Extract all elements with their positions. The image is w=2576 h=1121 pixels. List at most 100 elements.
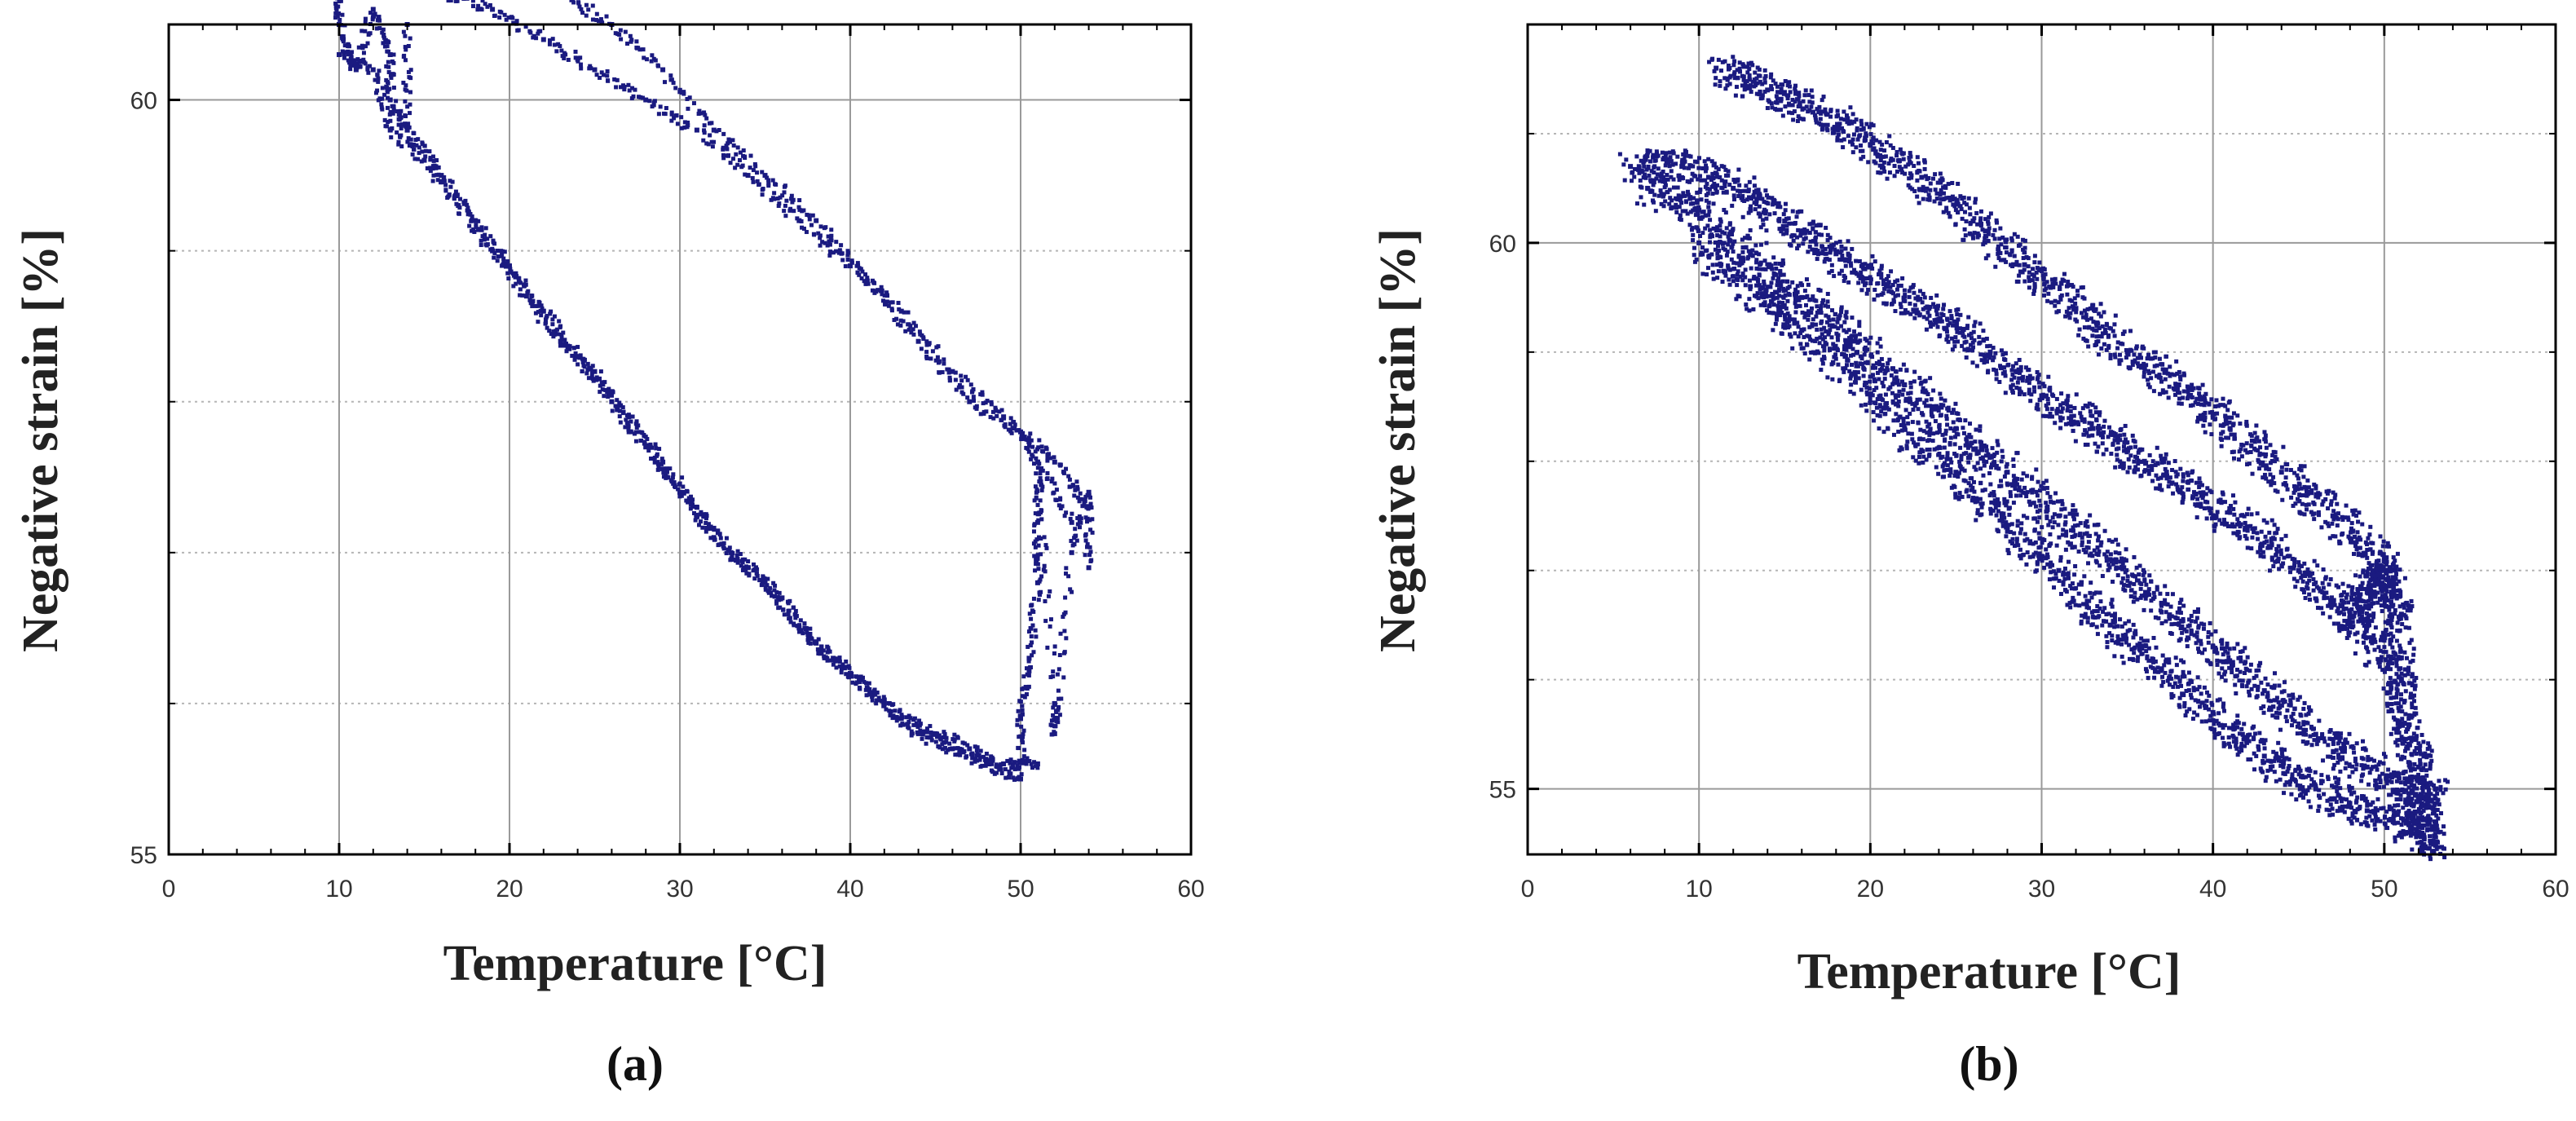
data-point [2336, 606, 2340, 611]
data-point [1800, 107, 1805, 112]
data-point [2009, 238, 2014, 243]
data-point [1663, 183, 1668, 188]
data-point [1758, 214, 1762, 219]
data-point [724, 551, 729, 556]
data-point [2051, 285, 2056, 289]
data-point [2026, 375, 2031, 380]
data-point [1912, 302, 1917, 307]
data-point [1722, 165, 1727, 170]
data-point [529, 294, 534, 299]
data-point [2203, 492, 2208, 497]
data-point [1680, 174, 1685, 179]
data-point [761, 574, 765, 579]
data-point [968, 382, 973, 387]
data-point [755, 567, 760, 572]
data-point [2155, 476, 2160, 481]
data-point [1957, 326, 1962, 331]
data-point [937, 359, 942, 364]
data-point [2384, 555, 2389, 560]
data-point [2316, 510, 2321, 514]
data-point [2120, 332, 2125, 337]
data-point [2048, 285, 2053, 290]
data-point [1031, 541, 1036, 546]
data-point [2020, 270, 2025, 275]
data-point [1784, 227, 1789, 232]
data-point [567, 344, 572, 349]
data-point [428, 166, 433, 170]
data-point [488, 234, 493, 239]
data-point [2106, 435, 2111, 439]
data-point [962, 749, 967, 754]
data-point [387, 98, 392, 103]
data-point [1921, 291, 1925, 296]
data-point [1642, 164, 1647, 169]
data-point [2325, 595, 2330, 600]
data-point [2003, 373, 2008, 378]
data-point [580, 11, 585, 15]
data-point [1663, 163, 1668, 168]
data-point [642, 433, 646, 438]
data-point [2374, 567, 2379, 572]
data-point [2279, 563, 2284, 568]
data-point [881, 298, 886, 303]
data-point [1034, 537, 1039, 542]
data-point [977, 755, 982, 760]
data-point [808, 626, 813, 631]
data-point [365, 67, 370, 72]
data-point [1863, 262, 1868, 267]
data-point [730, 138, 735, 143]
data-point [2058, 426, 2063, 430]
data-point [2227, 505, 2232, 510]
data-point [2206, 505, 2211, 510]
data-point [712, 527, 717, 532]
data-point [1656, 193, 1661, 198]
data-point [1854, 258, 1859, 263]
data-point [760, 188, 765, 192]
data-point [831, 662, 836, 667]
data-point [442, 179, 447, 183]
data-point [2173, 470, 2178, 474]
data-point [412, 147, 417, 152]
data-point [1790, 209, 1795, 214]
data-point [457, 211, 461, 216]
data-point [1033, 484, 1038, 489]
data-point [918, 728, 923, 733]
data-point [1711, 163, 1716, 168]
data-point [1794, 214, 1799, 219]
data-point [2218, 423, 2223, 428]
data-point [1858, 148, 1863, 153]
data-point [716, 543, 721, 548]
data-point [422, 143, 427, 148]
data-point [430, 166, 435, 171]
data-point [828, 249, 833, 254]
data-point [2185, 470, 2190, 475]
data-point [990, 770, 995, 775]
data-point [864, 685, 869, 690]
data-point [373, 77, 377, 82]
data-point [823, 241, 827, 245]
data-point [680, 475, 685, 480]
data-point [1802, 231, 1807, 236]
data-point [1947, 309, 1952, 314]
data-point [1918, 297, 1923, 302]
data-point [2384, 589, 2389, 594]
data-point [2329, 499, 2334, 504]
data-point [981, 754, 986, 759]
data-point [709, 121, 714, 126]
data-point [2393, 572, 2398, 576]
data-point [396, 122, 401, 127]
data-point [606, 391, 611, 396]
data-point [2096, 427, 2101, 432]
data-point [543, 317, 548, 322]
data-point [2015, 234, 2020, 239]
data-point [2327, 615, 2332, 620]
data-point [2373, 639, 2378, 644]
data-point [1978, 321, 1983, 326]
data-point [1872, 297, 1877, 302]
data-point [2031, 267, 2036, 271]
data-point [1830, 126, 1835, 131]
data-point [1747, 86, 1752, 90]
data-point [728, 558, 733, 563]
data-point [1072, 542, 1077, 547]
data-point [2282, 555, 2287, 560]
